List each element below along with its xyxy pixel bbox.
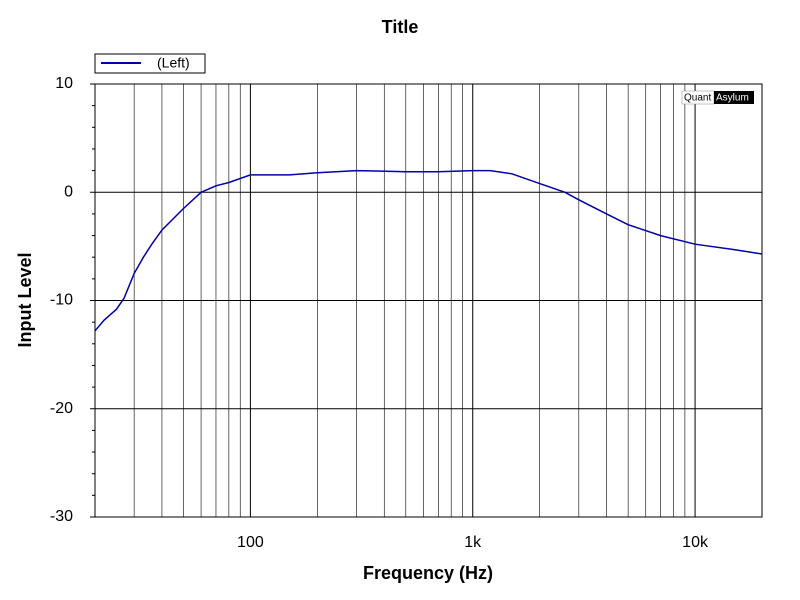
y-axis-label: Input Level <box>15 252 35 347</box>
legend-label: (Left) <box>157 55 190 71</box>
x-tick-label: 100 <box>237 534 264 551</box>
series-line <box>94 169 763 332</box>
plot-frame <box>94 83 763 518</box>
y-tick-label: 10 <box>55 75 73 92</box>
brand-right: Asylum <box>716 93 749 104</box>
y-tick-label: -10 <box>50 292 73 309</box>
legend-box <box>94 53 206 74</box>
y-tick-label: 0 <box>64 183 73 200</box>
brand-left: Quant <box>684 93 711 104</box>
x-axis-label: Frequency (Hz) <box>363 563 493 583</box>
brand-right-box <box>714 91 754 104</box>
y-tick-label: -30 <box>50 508 73 525</box>
x-tick-label: 10k <box>682 534 709 551</box>
chart-title: Title <box>382 17 419 37</box>
x-tick-label: 1k <box>464 534 482 551</box>
y-tick-label: -20 <box>50 400 73 417</box>
